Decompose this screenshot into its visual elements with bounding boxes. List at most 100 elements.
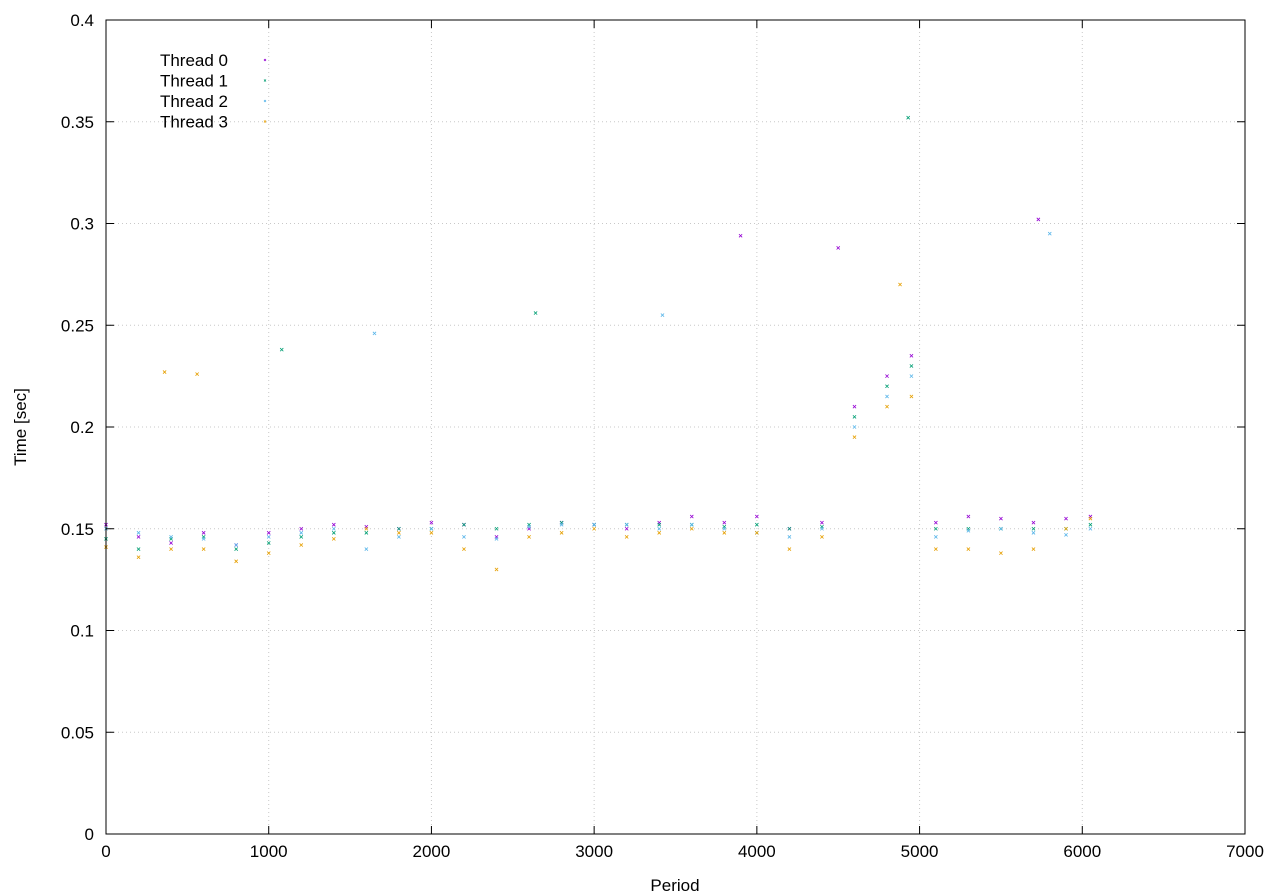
data-point	[1036, 217, 1041, 222]
data-point	[234, 543, 239, 547]
data-point	[559, 530, 564, 535]
data-point	[933, 547, 938, 551]
data-point	[494, 537, 499, 541]
data-point	[527, 524, 531, 529]
x-axis-title: Period	[650, 876, 699, 895]
y-tick-label: 0.15	[61, 520, 94, 539]
data-point	[836, 246, 841, 250]
data-point	[722, 526, 727, 531]
data-point	[462, 522, 466, 527]
data-point	[299, 530, 304, 535]
data-point	[364, 526, 369, 531]
data-point	[787, 535, 792, 539]
data-point	[1031, 526, 1036, 531]
data-point	[787, 526, 792, 531]
data-point	[169, 535, 173, 539]
data-point	[299, 543, 304, 547]
x-tick-label: 0	[101, 842, 110, 861]
x-tick-label: 2000	[413, 842, 451, 861]
data-point	[852, 425, 857, 429]
data-point	[299, 526, 304, 531]
data-point	[136, 555, 141, 560]
data-point	[999, 526, 1003, 531]
y-tick-label: 0.35	[61, 113, 94, 132]
data-point	[331, 537, 336, 541]
series-1-points	[104, 115, 1093, 551]
data-point	[266, 551, 271, 556]
data-point	[820, 535, 824, 539]
data-point	[906, 115, 911, 120]
data-point	[201, 547, 206, 551]
data-point	[331, 522, 336, 527]
data-point	[624, 522, 629, 527]
data-point	[852, 404, 857, 409]
data-point	[689, 522, 694, 527]
data-point	[136, 530, 141, 535]
legend-marker-thread-1	[263, 79, 267, 82]
y-tick-label: 0.25	[61, 316, 94, 335]
data-point	[234, 559, 239, 564]
y-axis-title: Time [sec]	[11, 388, 30, 466]
x-tick-label: 7000	[1226, 842, 1264, 861]
data-point	[966, 547, 971, 551]
data-point	[852, 414, 857, 419]
data-point	[909, 353, 914, 358]
data-point	[1088, 526, 1093, 531]
data-point	[331, 530, 336, 535]
data-point	[559, 522, 564, 527]
data-point	[820, 520, 824, 525]
data-point	[754, 522, 759, 527]
data-point	[657, 526, 662, 531]
data-point	[234, 547, 239, 551]
data-point	[169, 541, 173, 545]
data-point	[1047, 231, 1052, 236]
x-tick-label: 1000	[250, 842, 288, 861]
data-point	[657, 522, 662, 527]
data-point	[279, 347, 284, 352]
data-point	[494, 526, 499, 531]
data-point	[162, 370, 167, 374]
grid	[106, 20, 1245, 834]
data-points	[104, 115, 1093, 572]
data-point	[657, 530, 662, 535]
data-point	[1031, 520, 1036, 525]
y-tick-label: 0.3	[70, 215, 94, 234]
y-tick-label: 0.1	[70, 622, 94, 641]
x-tick-label: 3000	[575, 842, 613, 861]
y-tick-label: 0.05	[61, 723, 94, 742]
tick-labels: 0 1000 2000 3000 4000 5000 6000 7000 0 0.05 0.1 0.1…	[61, 11, 1264, 861]
data-point	[533, 311, 538, 315]
data-point	[266, 530, 271, 535]
data-point	[331, 526, 336, 531]
data-point	[136, 547, 141, 551]
data-point	[852, 435, 857, 440]
y-tick-label: 0.4	[70, 11, 94, 30]
data-point	[397, 526, 401, 531]
data-point	[738, 233, 743, 238]
legend-label-thread-1: Thread 1	[160, 72, 228, 91]
data-point	[689, 514, 694, 519]
data-point	[195, 372, 200, 376]
data-point	[429, 520, 434, 525]
data-point	[909, 364, 914, 368]
data-point	[933, 526, 938, 531]
x-tick-label: 6000	[1063, 842, 1101, 861]
data-point	[372, 331, 377, 336]
data-point	[592, 526, 597, 531]
data-point	[201, 537, 206, 541]
series-2-points	[104, 231, 1093, 551]
data-point	[397, 530, 401, 535]
data-point	[624, 535, 629, 539]
data-point	[885, 394, 889, 399]
legend-marker-thread-0	[263, 58, 267, 62]
data-point	[966, 514, 971, 519]
data-point	[787, 547, 792, 551]
data-point	[1031, 547, 1036, 551]
data-point	[1064, 526, 1068, 531]
y-tick-label: 0	[85, 825, 94, 844]
data-point	[1031, 530, 1036, 535]
data-point	[933, 535, 938, 539]
data-point	[898, 282, 902, 287]
data-point	[1088, 516, 1093, 521]
data-point	[999, 551, 1003, 556]
